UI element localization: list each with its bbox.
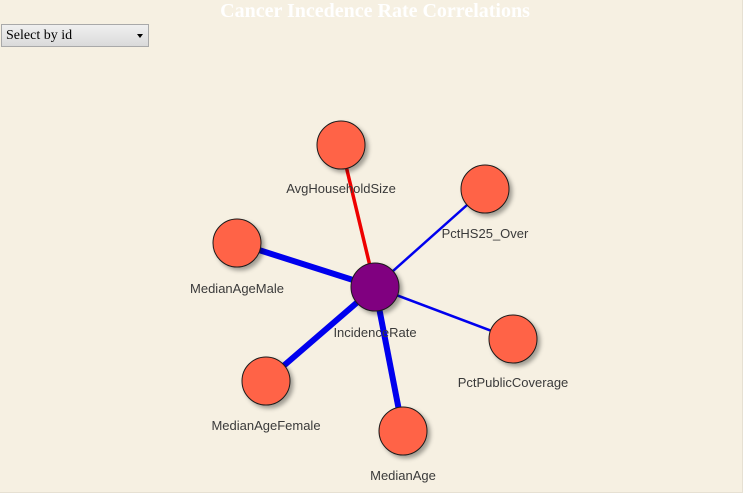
select-selected-value: Select by id	[6, 28, 73, 43]
node-label-pcths25-over: PctHS25_Over	[442, 226, 529, 241]
edge-pcths25-over	[374, 188, 486, 288]
node-label-medianage: MedianAge	[370, 468, 436, 483]
node-incidencerate[interactable]	[350, 262, 400, 312]
node-label-incidencerate: IncidenceRate	[333, 325, 416, 340]
node-label-avghouseholdsize: AvgHouseholdSize	[286, 181, 396, 196]
node-avghouseholdsize[interactable]	[316, 120, 366, 170]
select-by-id-dropdown[interactable]: Select by id	[1, 24, 149, 47]
node-medianagefemale[interactable]	[241, 356, 291, 406]
chevron-down-icon	[137, 34, 143, 38]
node-label-pctpubliccoverage: PctPublicCoverage	[458, 375, 569, 390]
node-pcths25-over[interactable]	[460, 164, 510, 214]
node-pctpubliccoverage[interactable]	[488, 314, 538, 364]
node-label-medianagefemale: MedianAgeFemale	[211, 418, 320, 433]
edge-pctpubliccoverage	[374, 285, 514, 341]
node-medianagemale[interactable]	[212, 218, 262, 268]
node-label-medianagemale: MedianAgeMale	[190, 281, 284, 296]
node-medianage[interactable]	[378, 406, 428, 456]
page-title: Cancer Incedence Rate Correlations	[220, 0, 530, 22]
